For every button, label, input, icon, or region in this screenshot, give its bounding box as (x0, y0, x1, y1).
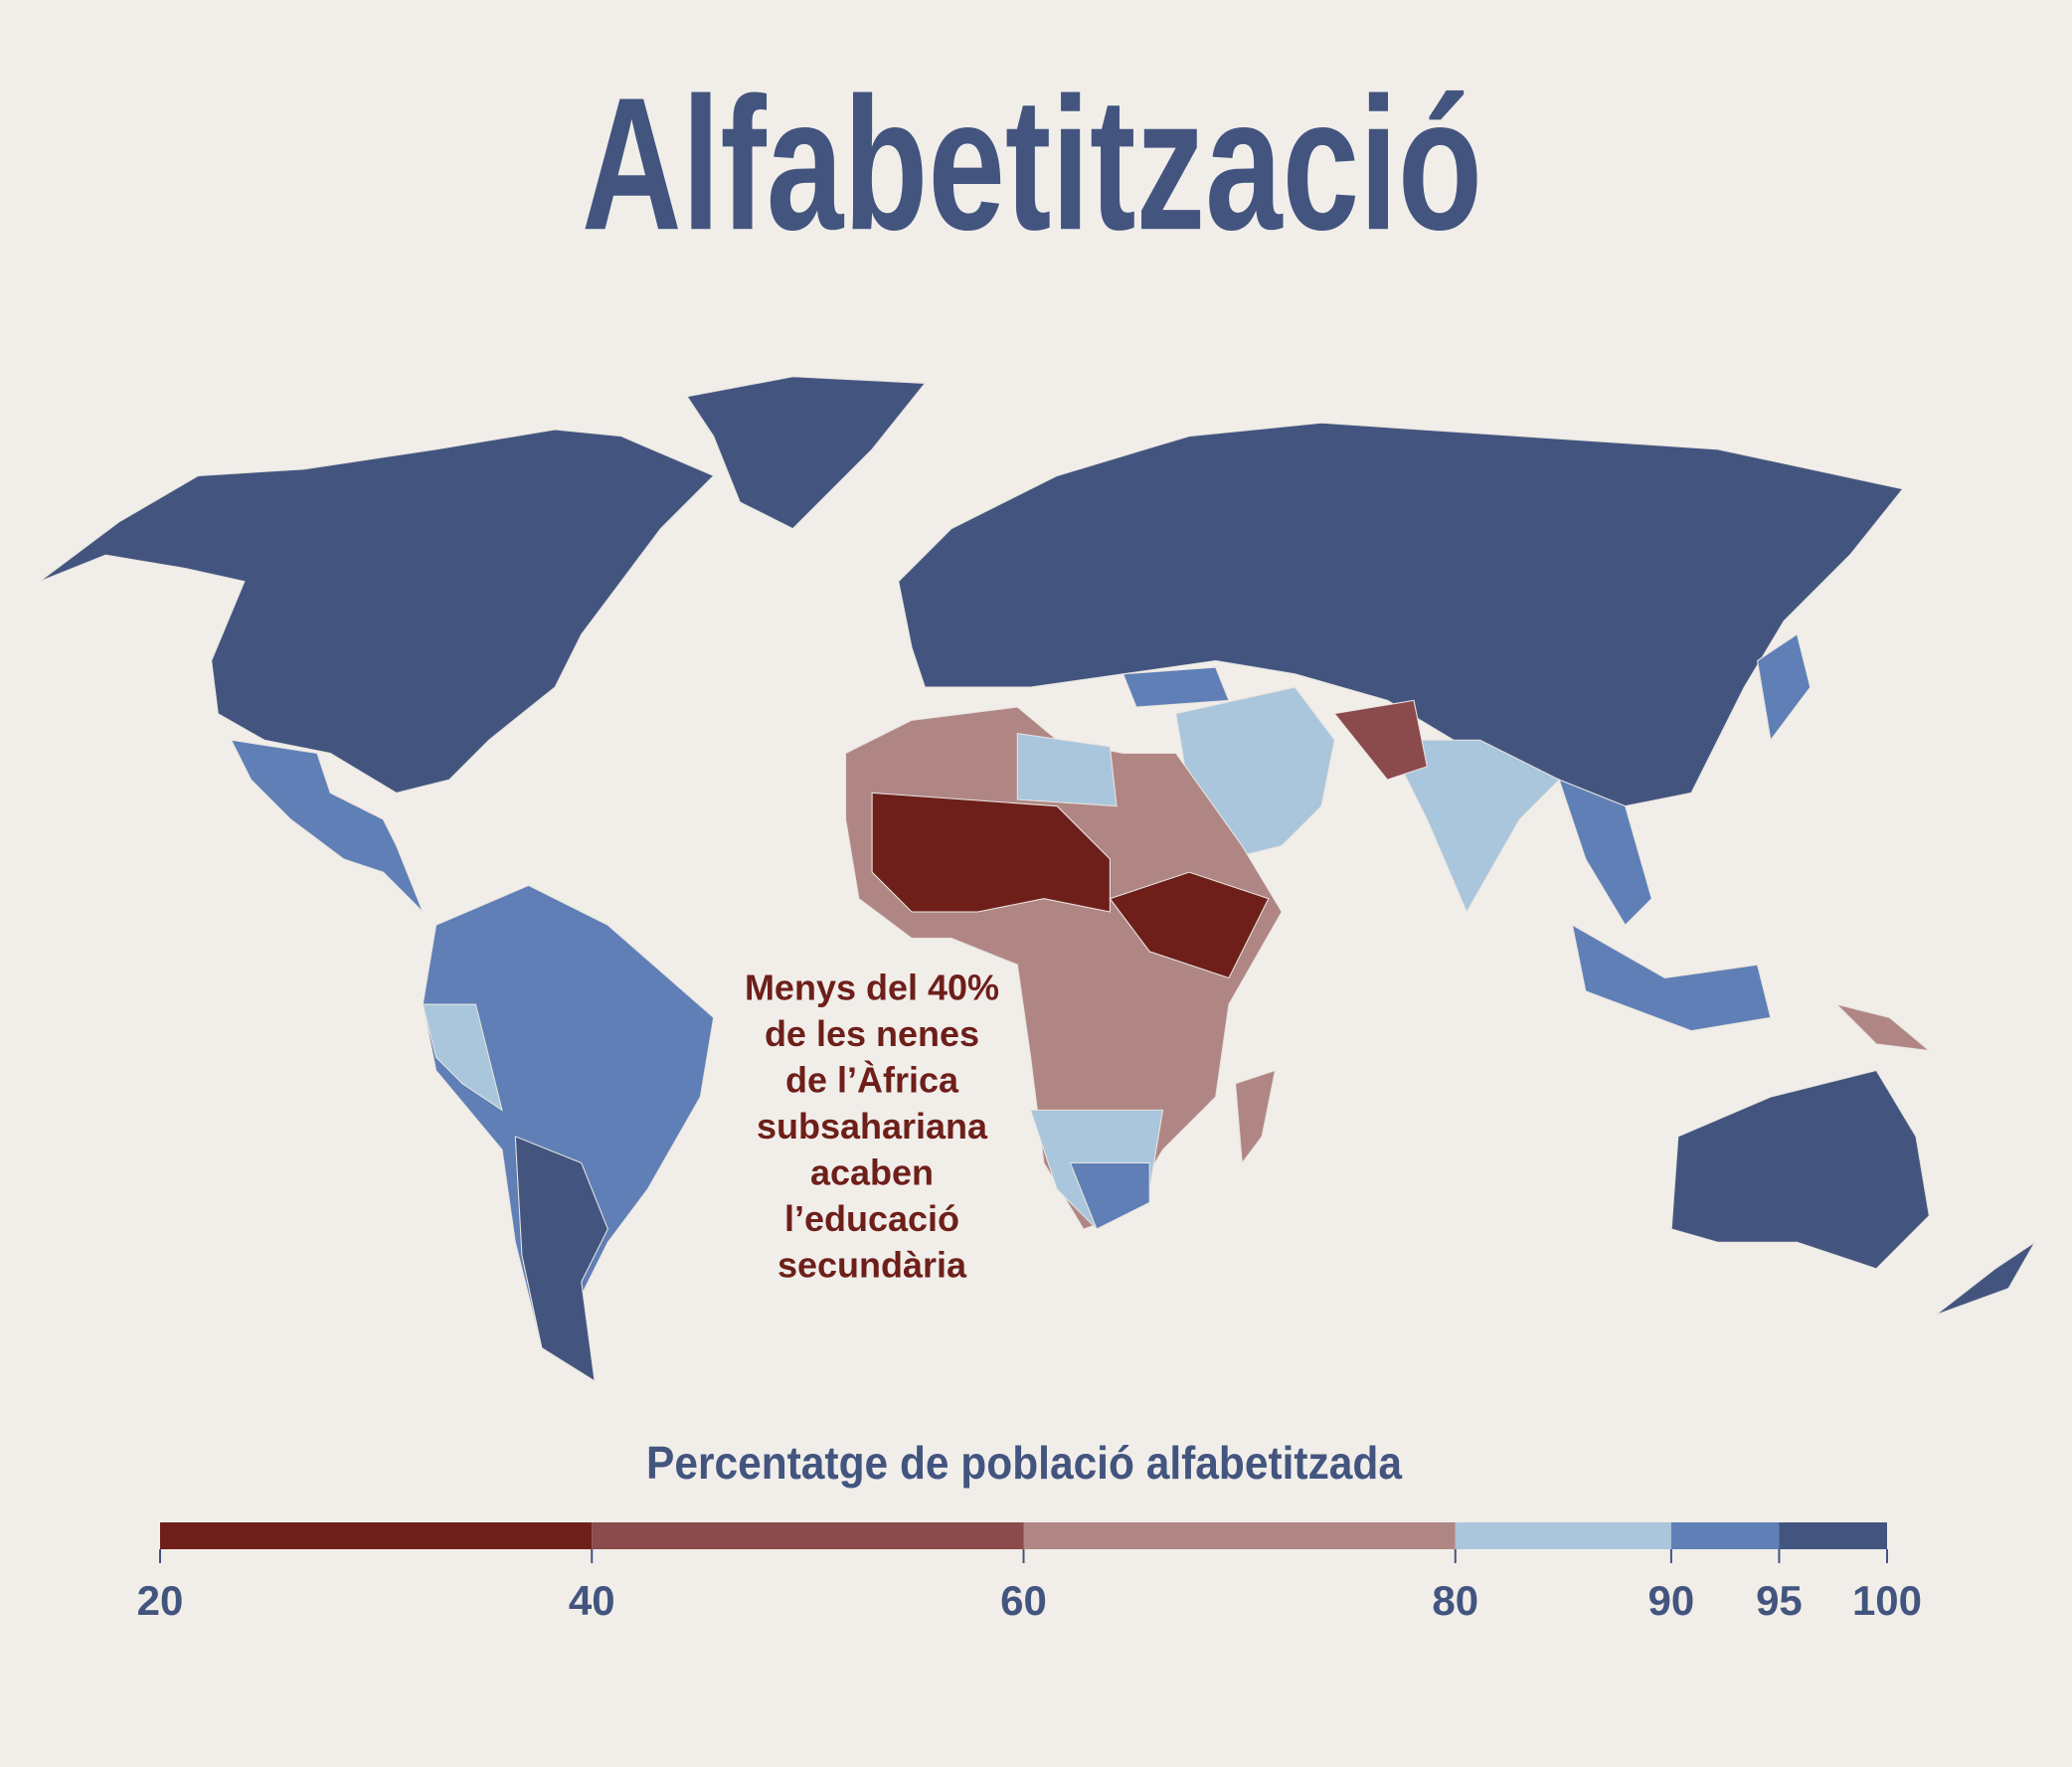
annotation-line: acaben (810, 1152, 934, 1193)
australia (1670, 1069, 1930, 1270)
japan (1756, 633, 1812, 742)
north-africa (1016, 732, 1118, 807)
legend-bin (1670, 1522, 1780, 1549)
southeast-asia (1558, 779, 1652, 927)
tick-label: 90 (1648, 1577, 1695, 1624)
annotation-line: de les nenes (765, 1013, 979, 1054)
tick-label: 95 (1756, 1577, 1803, 1624)
annotation-line: secundària (777, 1245, 967, 1286)
annotation: Menys del 40% de les nenes de l’Àfrica subs… (745, 968, 999, 1286)
madagascar (1235, 1069, 1277, 1164)
central-america (230, 739, 424, 913)
papua (1834, 1003, 1932, 1052)
greenland (686, 376, 927, 530)
sahel (871, 792, 1111, 913)
south-asia-west (1333, 699, 1428, 781)
horn-of-africa (1109, 871, 1270, 979)
title: Alfabetització (582, 59, 1482, 269)
tick-label: 100 (1852, 1577, 1922, 1624)
tick-label: 60 (1000, 1577, 1047, 1624)
north-america (39, 429, 715, 794)
world-map (39, 376, 2036, 1383)
annotation-line: subsahariana (757, 1106, 988, 1147)
annotation-line: Menys del 40% (745, 968, 999, 1008)
eurasia (898, 422, 1904, 807)
southern-cone (514, 1136, 608, 1382)
turkey (1122, 666, 1230, 708)
legend-bin (1023, 1522, 1456, 1549)
indonesia (1571, 924, 1772, 1032)
legend-title: Percentatge de població alfabetitzada (646, 1437, 1402, 1489)
legend-bin (160, 1522, 593, 1549)
legend: 20 40 60 80 90 95 100 (137, 1522, 1922, 1624)
annotation-line: de l’Àfrica (785, 1060, 959, 1101)
south-africa (1069, 1161, 1150, 1230)
tick-label: 40 (569, 1577, 615, 1624)
legend-bin (1779, 1522, 1887, 1549)
legend-bin (592, 1522, 1024, 1549)
tick-label: 80 (1432, 1577, 1478, 1624)
peru (422, 1003, 503, 1112)
tick-label: 20 (137, 1577, 184, 1624)
new-zealand (1935, 1241, 2036, 1316)
india (1386, 739, 1561, 914)
legend-bin (1455, 1522, 1671, 1549)
annotation-line: l’educació (784, 1198, 959, 1239)
